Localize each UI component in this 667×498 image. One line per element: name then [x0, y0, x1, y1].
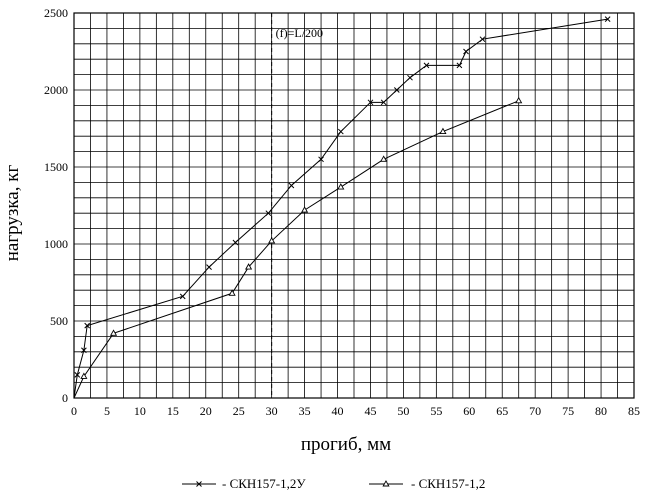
data-point — [109, 329, 118, 336]
marker-stroke — [196, 481, 202, 487]
data-point — [179, 293, 186, 300]
y-tick-label: 500 — [50, 314, 68, 328]
marker-stroke — [479, 36, 486, 43]
legend-label-series-2: - СКН157-1,2 — [411, 476, 485, 491]
chart-grid — [73, 12, 635, 399]
y-tick-label: 1000 — [44, 237, 68, 251]
marker-stroke — [232, 239, 239, 246]
marker-stroke — [367, 99, 374, 106]
x-tick-label: 30 — [266, 404, 278, 418]
data-point — [81, 347, 87, 354]
x-tick-label: 85 — [628, 404, 640, 418]
x-tick-label: 80 — [595, 404, 607, 418]
y-axis-label: нагрузка, кг — [2, 165, 23, 262]
data-point — [604, 16, 611, 23]
data-point — [337, 128, 344, 135]
series-group — [73, 16, 611, 399]
data-point — [456, 62, 463, 69]
x-tick-labels: 0 5 10 15 20 25 30 35 40 45 50 55 60 65 70 75 80 85 — [71, 404, 640, 418]
marker-stroke — [604, 16, 611, 23]
x-tick-label: 70 — [529, 404, 541, 418]
data-point — [367, 99, 374, 106]
marker-stroke — [423, 62, 430, 69]
marker-stroke — [74, 372, 81, 378]
data-point — [318, 156, 324, 163]
marker-stroke — [81, 347, 87, 354]
x-tick-label: 10 — [134, 404, 146, 418]
marker-stroke — [337, 128, 344, 135]
legend-marker-series-2 — [382, 480, 390, 487]
x-tick-label: 65 — [496, 404, 508, 418]
data-point — [206, 264, 212, 270]
chart-axes — [73, 12, 635, 399]
x-tick-label: 15 — [167, 404, 179, 418]
series-1 — [73, 16, 611, 399]
data-point — [407, 74, 413, 81]
data-point — [288, 182, 295, 189]
marker-stroke — [393, 87, 400, 93]
legend-marker-series-1 — [196, 481, 202, 487]
data-point — [380, 99, 387, 106]
marker-stroke — [456, 62, 463, 69]
legend-item-series-1: - СКН157-1,2У — [182, 476, 306, 491]
x-axis-label: прогиб, мм — [301, 434, 391, 455]
marker-stroke — [288, 182, 295, 189]
legend-item-series-2: - СКН157-1,2 — [369, 476, 485, 491]
marker-stroke — [318, 156, 324, 163]
data-point — [515, 96, 523, 104]
data-point — [439, 127, 447, 135]
data-point — [479, 36, 486, 43]
legend-label-series-1: - СКН157-1,2У — [222, 476, 306, 491]
x-tick-label: 20 — [200, 404, 212, 418]
data-point — [268, 236, 276, 244]
marker-stroke — [265, 210, 272, 217]
marker-stroke — [84, 322, 91, 329]
x-tick-label: 75 — [562, 404, 574, 418]
data-point — [463, 48, 469, 55]
x-tick-label: 0 — [71, 404, 77, 418]
data-point — [337, 183, 345, 190]
marker-stroke — [463, 48, 469, 55]
y-tick-labels: 0 500 1000 1500 2000 2500 — [44, 6, 68, 405]
x-tick-label: 55 — [430, 404, 442, 418]
data-point — [228, 289, 236, 296]
x-tick-label: 35 — [299, 404, 311, 418]
data-point — [245, 263, 253, 270]
x-tick-label: 5 — [104, 404, 110, 418]
x-tick-label: 50 — [397, 404, 409, 418]
legend: - СКН157-1,2У - СКН157-1,2 — [182, 476, 485, 491]
data-point — [393, 87, 400, 93]
data-point — [301, 206, 309, 213]
annotation-label: (f)=L/200 — [276, 26, 323, 40]
y-tick-label: 1500 — [44, 160, 68, 174]
x-tick-label: 45 — [364, 404, 376, 418]
data-point — [265, 210, 272, 217]
series-line-1 — [73, 18, 608, 399]
marker-stroke — [179, 293, 186, 300]
legend-marker-glyph — [382, 480, 390, 487]
series-line-2 — [73, 100, 519, 399]
marker-stroke — [380, 99, 387, 106]
legend-marker-glyph — [196, 481, 202, 487]
y-tick-label: 2500 — [44, 6, 68, 20]
x-tick-label: 40 — [332, 404, 344, 418]
x-tick-label: 60 — [463, 404, 475, 418]
y-tick-label: 0 — [62, 391, 68, 405]
annotation-group: (f)=L/200 — [271, 13, 323, 398]
data-point — [380, 155, 388, 162]
data-point — [423, 62, 430, 69]
marker-stroke — [206, 264, 212, 270]
y-tick-label: 2000 — [44, 83, 68, 97]
marker-stroke — [407, 74, 413, 81]
x-tick-label: 25 — [233, 404, 245, 418]
data-point — [232, 239, 239, 246]
data-point — [84, 322, 91, 329]
series-2 — [73, 96, 523, 399]
data-point — [80, 372, 88, 379]
data-point — [74, 372, 81, 378]
plot-frame — [73, 12, 635, 399]
